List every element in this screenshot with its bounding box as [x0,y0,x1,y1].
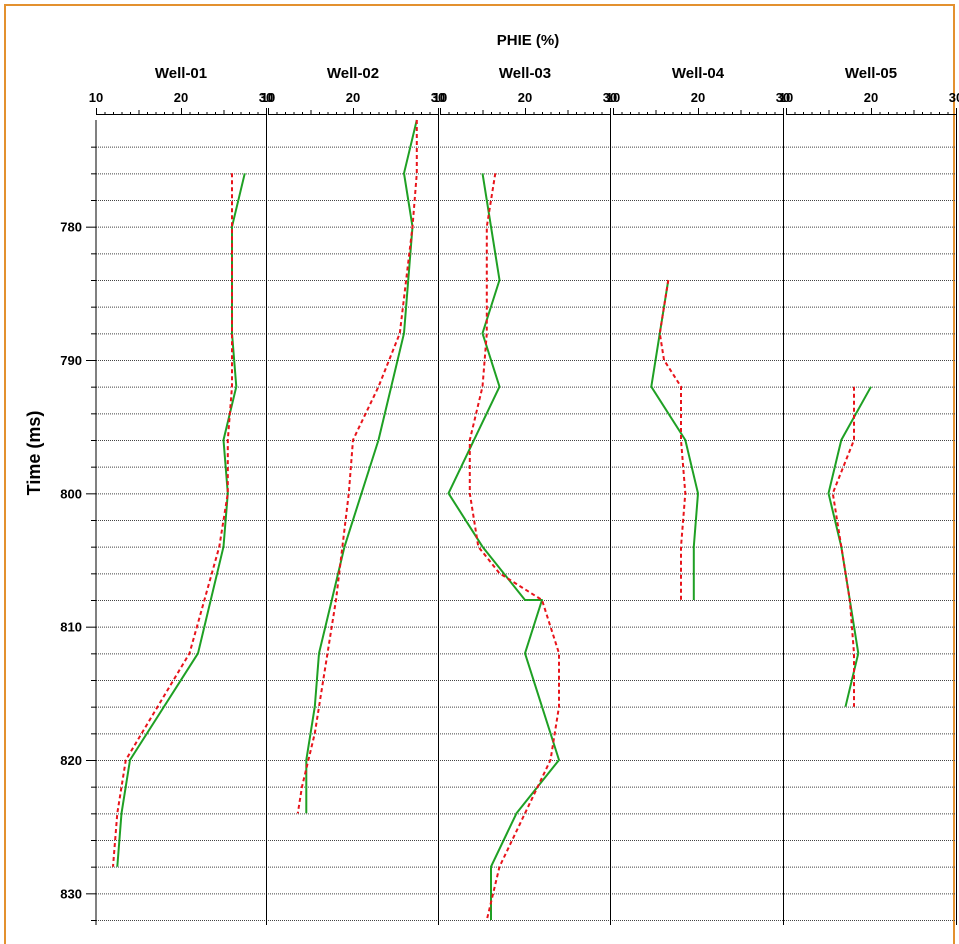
panel-well-05: Well-05 10 20 30 [779,65,959,925]
solid-series-line [305,119,418,814]
x-tick-label: 10 [433,90,447,105]
panel-well-01: Well-01 10 20 30 [89,65,273,925]
dashed-series-line [658,279,687,600]
y-axis-label: Time (ms) [24,411,44,496]
x-tick-label: 20 [864,90,878,105]
x-tick-label: 30 [431,90,445,105]
solid-series-line [650,279,699,600]
chart-title: PHIE (%) [497,32,560,49]
y-tick-label: 810 [60,620,82,635]
panel-title: Well-03 [499,65,551,82]
y-axis: 780 790 800 810 820 830 [60,120,97,925]
y-tick-label: 780 [60,220,82,235]
dashed-series-line [296,120,418,814]
x-tick-label: 30 [259,90,273,105]
x-tick-label: 10 [779,90,793,105]
panel-well-04: Well-04 10 20 30 [606,65,790,925]
phie-well-log-chart: PHIE (%) Time (ms) 780 790 800 810 820 830 Wel… [24,32,959,925]
y-tick-label: 800 [60,486,82,501]
panel-well-02: Well-02 10 20 30 [261,65,445,925]
x-tick-label: 20 [691,90,705,105]
x-tick-label: 20 [518,90,532,105]
dashed-series-line [831,386,855,707]
y-tick-label: 790 [60,353,82,368]
panel-well-03: Well-03 10 20 30 [433,65,617,925]
panel-title: Well-05 [845,65,897,82]
solid-series-line [447,173,560,920]
panel-title: Well-04 [672,65,725,82]
x-tick-label: 30 [949,90,959,105]
x-tick-label: 20 [174,90,188,105]
x-tick-label: 10 [606,90,620,105]
x-tick-label: 20 [346,90,360,105]
y-tick-label: 830 [60,886,82,901]
panel-title: Well-02 [327,65,379,82]
solid-series-line [116,173,246,867]
x-tick-label: 30 [603,90,617,105]
x-tick-label: 30 [776,90,790,105]
panel-title: Well-01 [155,65,207,82]
dashed-series-line [468,173,560,921]
x-tick-label: 10 [89,90,103,105]
y-tick-label: 820 [60,753,82,768]
x-tick-label: 10 [261,90,275,105]
